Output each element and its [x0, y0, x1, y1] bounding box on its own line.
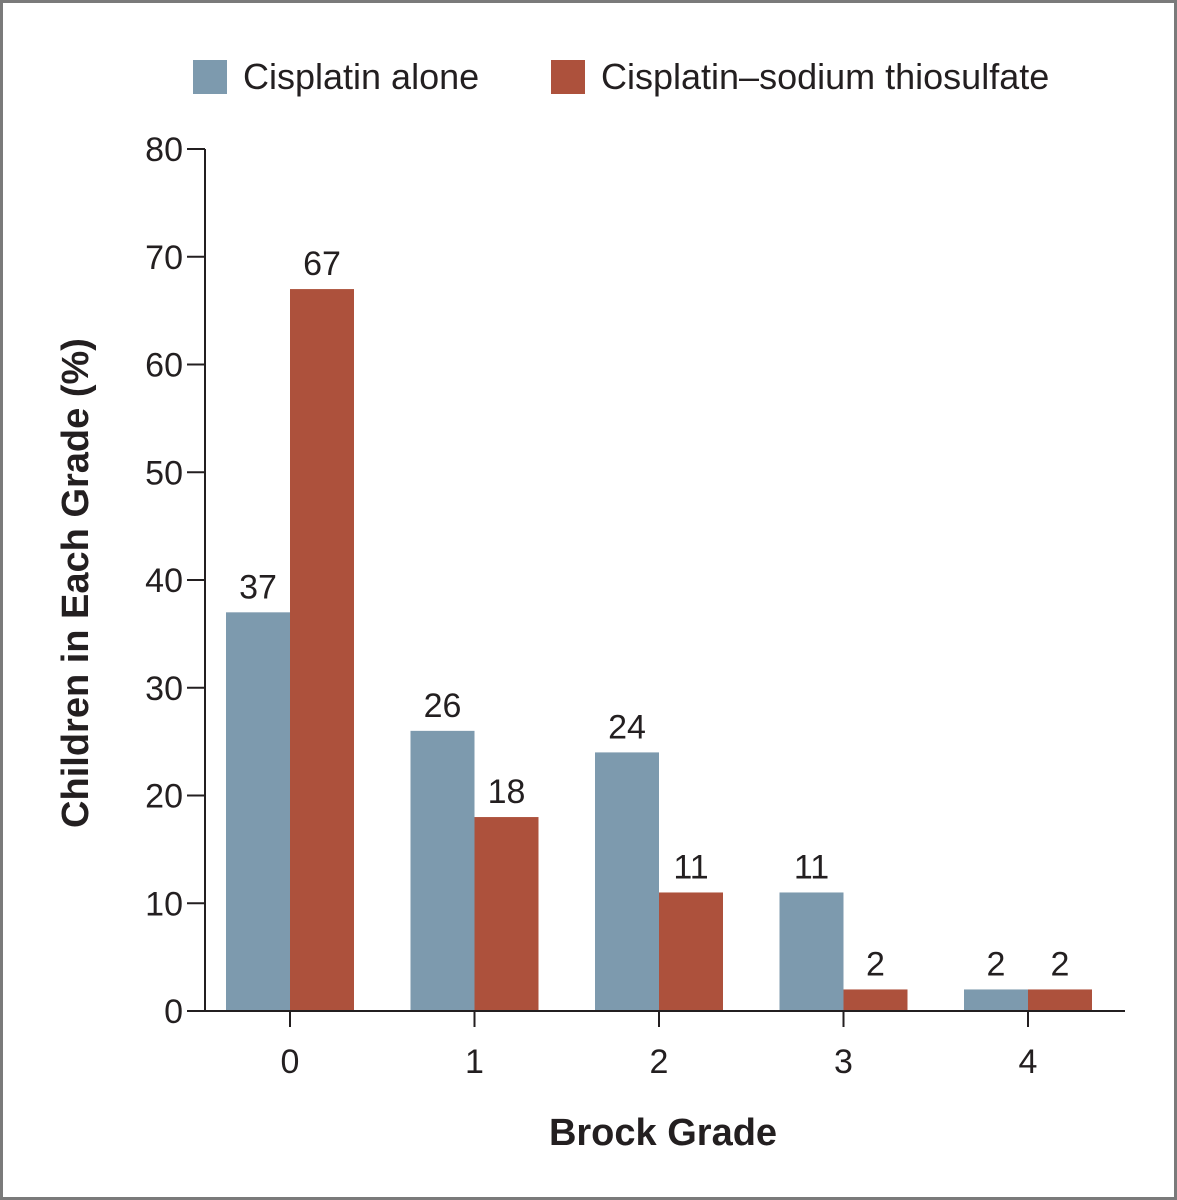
data-label-series-1-grade-0: 37	[239, 568, 277, 606]
data-label-series-1-grade-1: 26	[424, 687, 462, 725]
data-label-series-2-grade-1: 18	[488, 773, 526, 811]
data-label-series-1-grade-2: 24	[608, 708, 646, 746]
bar-series-2-grade-1	[474, 817, 539, 1011]
legend: Cisplatin alone Cisplatin–sodium thiosulf…	[193, 56, 1049, 97]
bar-series-1-grade-4	[964, 989, 1028, 1011]
bar-series-2-grade-4	[1028, 989, 1092, 1011]
data-label-series-2-grade-3: 2	[866, 945, 885, 983]
y-tick-label-40: 40	[145, 562, 183, 600]
data-label-series-1-grade-4: 2	[987, 945, 1006, 983]
data-labels: 37 67 26 18 24 11 11 2 2 2	[239, 245, 1069, 983]
bar-series-1-grade-2	[595, 752, 659, 1011]
data-label-series-2-grade-2: 11	[673, 848, 708, 886]
y-tick-label-80: 80	[145, 131, 183, 169]
legend-label-series-2: Cisplatin–sodium thiosulfate	[601, 56, 1049, 97]
x-tick-label-1: 1	[465, 1043, 484, 1081]
y-tick-label-70: 70	[145, 239, 183, 277]
y-tick-label-30: 30	[145, 670, 183, 708]
bar-series-2-grade-3	[843, 989, 908, 1011]
bar-series-2-grade-0	[290, 289, 354, 1011]
y-tick-label-20: 20	[145, 778, 183, 816]
y-tick-label-60: 60	[145, 347, 183, 385]
data-label-series-1-grade-3: 11	[794, 848, 829, 886]
axes: 0 10 20 30 40 50 60 70 80 0 1 2 3 4	[145, 131, 1125, 1081]
x-tick-label-3: 3	[834, 1043, 853, 1081]
bar-series-2-grade-2	[659, 892, 723, 1011]
legend-swatch-series-1	[193, 60, 227, 94]
x-axis-title: Brock Grade	[549, 1112, 777, 1154]
bar-series-1-grade-0	[226, 612, 290, 1011]
x-tick-label-4: 4	[1019, 1043, 1038, 1081]
legend-label-series-1: Cisplatin alone	[243, 56, 479, 97]
data-label-series-2-grade-4: 2	[1051, 945, 1070, 983]
x-tick-label-0: 0	[281, 1043, 300, 1081]
y-tick-label-0: 0	[164, 993, 183, 1031]
data-label-series-2-grade-0: 67	[303, 245, 341, 283]
bar-chart: Cisplatin alone Cisplatin–sodium thiosulf…	[55, 56, 1125, 1154]
bars	[226, 289, 1092, 1011]
bar-series-1-grade-1	[410, 730, 475, 1011]
y-tick-label-10: 10	[145, 885, 183, 923]
y-axis-title: Children in Each Grade (%)	[55, 338, 97, 828]
x-tick-label-2: 2	[650, 1043, 669, 1081]
y-tick-label-50: 50	[145, 454, 183, 492]
bar-series-1-grade-3	[779, 892, 844, 1011]
legend-swatch-series-2	[551, 60, 585, 94]
